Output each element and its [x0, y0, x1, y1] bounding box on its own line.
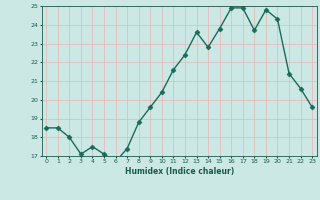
X-axis label: Humidex (Indice chaleur): Humidex (Indice chaleur) [124, 167, 234, 176]
